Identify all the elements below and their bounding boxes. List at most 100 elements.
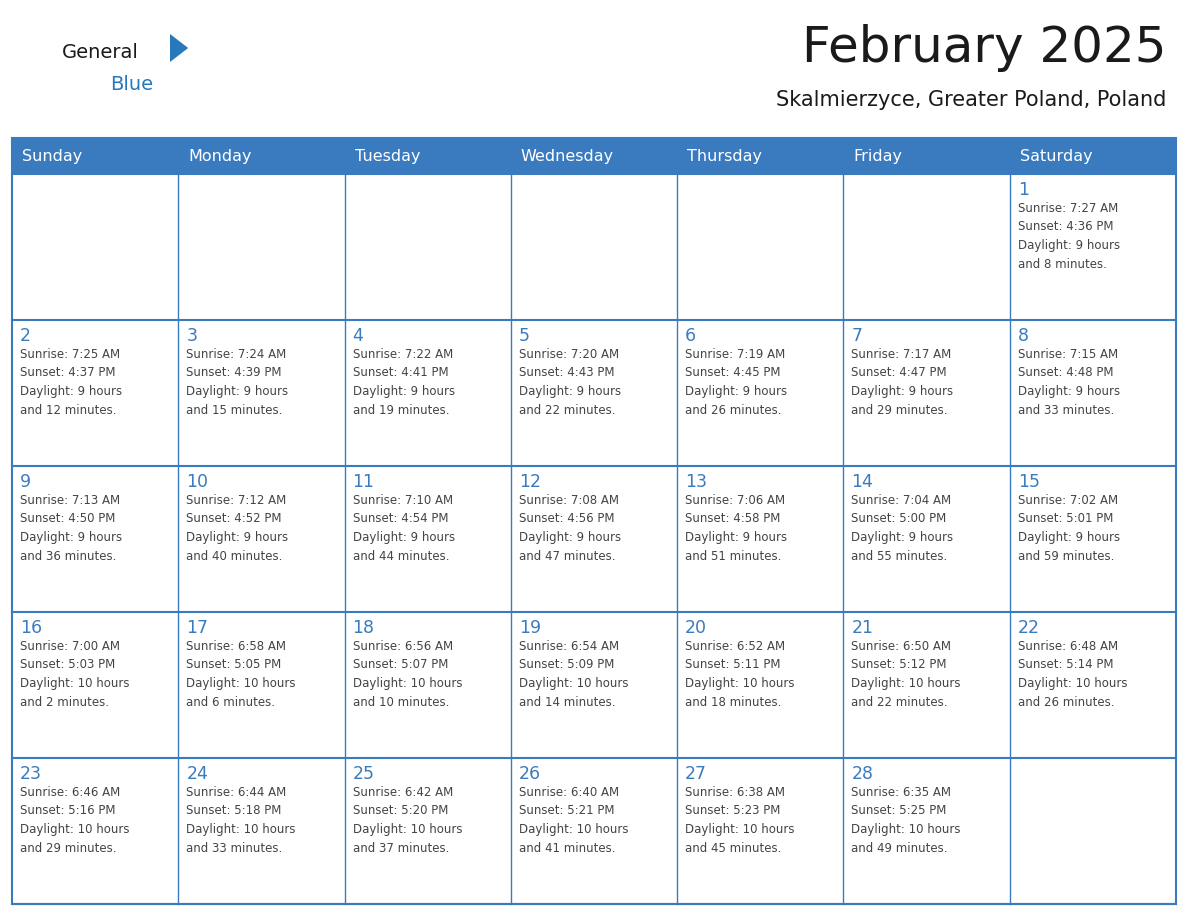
Bar	[12, 758, 178, 904]
Bar	[12, 174, 178, 320]
Text: Sunrise: 7:06 AM
Sunset: 4:58 PM
Daylight: 9 hours
and 51 minutes.: Sunrise: 7:06 AM Sunset: 4:58 PM Dayligh…	[685, 494, 788, 563]
Bar	[677, 174, 843, 320]
Text: 10: 10	[187, 473, 208, 491]
Text: Sunrise: 6:52 AM
Sunset: 5:11 PM
Daylight: 10 hours
and 18 minutes.: Sunrise: 6:52 AM Sunset: 5:11 PM Dayligh…	[685, 640, 795, 709]
Text: 1: 1	[1018, 181, 1029, 199]
Text: Sunrise: 7:10 AM
Sunset: 4:54 PM
Daylight: 9 hours
and 44 minutes.: Sunrise: 7:10 AM Sunset: 4:54 PM Dayligh…	[353, 494, 455, 563]
Text: Sunrise: 7:25 AM
Sunset: 4:37 PM
Daylight: 9 hours
and 12 minutes.: Sunrise: 7:25 AM Sunset: 4:37 PM Dayligh…	[20, 348, 122, 417]
Text: Tuesday: Tuesday	[354, 149, 421, 163]
Bar	[511, 612, 677, 758]
Bar	[345, 612, 511, 758]
Text: 20: 20	[685, 619, 707, 637]
Text: Sunrise: 6:44 AM
Sunset: 5:18 PM
Daylight: 10 hours
and 33 minutes.: Sunrise: 6:44 AM Sunset: 5:18 PM Dayligh…	[187, 786, 296, 855]
Text: February 2025: February 2025	[802, 24, 1165, 72]
Bar	[843, 612, 1010, 758]
Text: 12: 12	[519, 473, 541, 491]
Text: Monday: Monday	[188, 149, 252, 163]
Bar	[1010, 758, 1176, 904]
Text: 22: 22	[1018, 619, 1040, 637]
Text: 16: 16	[20, 619, 42, 637]
Text: 2: 2	[20, 327, 31, 345]
Text: Sunrise: 6:50 AM
Sunset: 5:12 PM
Daylight: 10 hours
and 22 minutes.: Sunrise: 6:50 AM Sunset: 5:12 PM Dayligh…	[852, 640, 961, 709]
Text: 7: 7	[852, 327, 862, 345]
Text: 21: 21	[852, 619, 873, 637]
Bar	[178, 758, 345, 904]
Text: 24: 24	[187, 765, 208, 783]
Bar	[677, 758, 843, 904]
Text: Saturday: Saturday	[1019, 149, 1092, 163]
Text: 17: 17	[187, 619, 208, 637]
Text: Sunrise: 7:22 AM
Sunset: 4:41 PM
Daylight: 9 hours
and 19 minutes.: Sunrise: 7:22 AM Sunset: 4:41 PM Dayligh…	[353, 348, 455, 417]
Text: 26: 26	[519, 765, 541, 783]
Text: 23: 23	[20, 765, 42, 783]
Bar	[677, 320, 843, 466]
Text: Sunrise: 6:35 AM
Sunset: 5:25 PM
Daylight: 10 hours
and 49 minutes.: Sunrise: 6:35 AM Sunset: 5:25 PM Dayligh…	[852, 786, 961, 855]
Text: Sunrise: 7:24 AM
Sunset: 4:39 PM
Daylight: 9 hours
and 15 minutes.: Sunrise: 7:24 AM Sunset: 4:39 PM Dayligh…	[187, 348, 289, 417]
Text: 11: 11	[353, 473, 374, 491]
Text: Sunrise: 6:40 AM
Sunset: 5:21 PM
Daylight: 10 hours
and 41 minutes.: Sunrise: 6:40 AM Sunset: 5:21 PM Dayligh…	[519, 786, 628, 855]
Text: 25: 25	[353, 765, 374, 783]
Text: Sunrise: 6:48 AM
Sunset: 5:14 PM
Daylight: 10 hours
and 26 minutes.: Sunrise: 6:48 AM Sunset: 5:14 PM Dayligh…	[1018, 640, 1127, 709]
Bar	[178, 612, 345, 758]
Bar	[511, 758, 677, 904]
Text: Sunrise: 7:04 AM
Sunset: 5:00 PM
Daylight: 9 hours
and 55 minutes.: Sunrise: 7:04 AM Sunset: 5:00 PM Dayligh…	[852, 494, 954, 563]
Bar	[511, 466, 677, 612]
Text: Sunrise: 7:15 AM
Sunset: 4:48 PM
Daylight: 9 hours
and 33 minutes.: Sunrise: 7:15 AM Sunset: 4:48 PM Dayligh…	[1018, 348, 1120, 417]
Bar	[511, 174, 677, 320]
Text: Sunrise: 7:02 AM
Sunset: 5:01 PM
Daylight: 9 hours
and 59 minutes.: Sunrise: 7:02 AM Sunset: 5:01 PM Dayligh…	[1018, 494, 1120, 563]
Text: 3: 3	[187, 327, 197, 345]
Text: Sunrise: 6:56 AM
Sunset: 5:07 PM
Daylight: 10 hours
and 10 minutes.: Sunrise: 6:56 AM Sunset: 5:07 PM Dayligh…	[353, 640, 462, 709]
Text: Sunrise: 7:08 AM
Sunset: 4:56 PM
Daylight: 9 hours
and 47 minutes.: Sunrise: 7:08 AM Sunset: 4:56 PM Dayligh…	[519, 494, 621, 563]
Bar	[1010, 466, 1176, 612]
Text: Sunday: Sunday	[23, 149, 82, 163]
Text: Skalmierzyce, Greater Poland, Poland: Skalmierzyce, Greater Poland, Poland	[776, 90, 1165, 110]
Bar	[677, 612, 843, 758]
Bar	[1010, 612, 1176, 758]
Bar	[178, 466, 345, 612]
Bar	[1010, 320, 1176, 466]
Bar	[345, 320, 511, 466]
Text: 5: 5	[519, 327, 530, 345]
Bar	[345, 174, 511, 320]
Text: 15: 15	[1018, 473, 1040, 491]
Text: Sunrise: 7:27 AM
Sunset: 4:36 PM
Daylight: 9 hours
and 8 minutes.: Sunrise: 7:27 AM Sunset: 4:36 PM Dayligh…	[1018, 202, 1120, 271]
Bar	[843, 320, 1010, 466]
Text: Sunrise: 7:17 AM
Sunset: 4:47 PM
Daylight: 9 hours
and 29 minutes.: Sunrise: 7:17 AM Sunset: 4:47 PM Dayligh…	[852, 348, 954, 417]
Bar	[677, 466, 843, 612]
Text: General: General	[62, 42, 139, 62]
Text: 28: 28	[852, 765, 873, 783]
Bar	[12, 320, 178, 466]
Bar	[345, 466, 511, 612]
Bar	[843, 758, 1010, 904]
Text: Sunrise: 7:13 AM
Sunset: 4:50 PM
Daylight: 9 hours
and 36 minutes.: Sunrise: 7:13 AM Sunset: 4:50 PM Dayligh…	[20, 494, 122, 563]
Text: Blue: Blue	[110, 74, 153, 94]
Bar	[178, 174, 345, 320]
Polygon shape	[170, 34, 188, 62]
Text: 9: 9	[20, 473, 31, 491]
Bar	[345, 758, 511, 904]
Text: Wednesday: Wednesday	[520, 149, 614, 163]
Text: Thursday: Thursday	[687, 149, 763, 163]
Text: Sunrise: 7:00 AM
Sunset: 5:03 PM
Daylight: 10 hours
and 2 minutes.: Sunrise: 7:00 AM Sunset: 5:03 PM Dayligh…	[20, 640, 129, 709]
Text: 6: 6	[685, 327, 696, 345]
Text: Sunrise: 7:20 AM
Sunset: 4:43 PM
Daylight: 9 hours
and 22 minutes.: Sunrise: 7:20 AM Sunset: 4:43 PM Dayligh…	[519, 348, 621, 417]
Text: 18: 18	[353, 619, 374, 637]
Text: Sunrise: 6:54 AM
Sunset: 5:09 PM
Daylight: 10 hours
and 14 minutes.: Sunrise: 6:54 AM Sunset: 5:09 PM Dayligh…	[519, 640, 628, 709]
Bar	[843, 174, 1010, 320]
Bar	[511, 320, 677, 466]
Text: Sunrise: 6:38 AM
Sunset: 5:23 PM
Daylight: 10 hours
and 45 minutes.: Sunrise: 6:38 AM Sunset: 5:23 PM Dayligh…	[685, 786, 795, 855]
Text: Sunrise: 6:42 AM
Sunset: 5:20 PM
Daylight: 10 hours
and 37 minutes.: Sunrise: 6:42 AM Sunset: 5:20 PM Dayligh…	[353, 786, 462, 855]
Text: 8: 8	[1018, 327, 1029, 345]
Bar	[12, 138, 1176, 904]
Bar	[843, 466, 1010, 612]
Bar	[1010, 174, 1176, 320]
Text: 4: 4	[353, 327, 364, 345]
Text: 27: 27	[685, 765, 707, 783]
Bar	[12, 612, 178, 758]
Bar	[178, 320, 345, 466]
Text: Friday: Friday	[853, 149, 903, 163]
Bar	[12, 138, 1176, 174]
Text: Sunrise: 6:58 AM
Sunset: 5:05 PM
Daylight: 10 hours
and 6 minutes.: Sunrise: 6:58 AM Sunset: 5:05 PM Dayligh…	[187, 640, 296, 709]
Text: 14: 14	[852, 473, 873, 491]
Text: Sunrise: 6:46 AM
Sunset: 5:16 PM
Daylight: 10 hours
and 29 minutes.: Sunrise: 6:46 AM Sunset: 5:16 PM Dayligh…	[20, 786, 129, 855]
